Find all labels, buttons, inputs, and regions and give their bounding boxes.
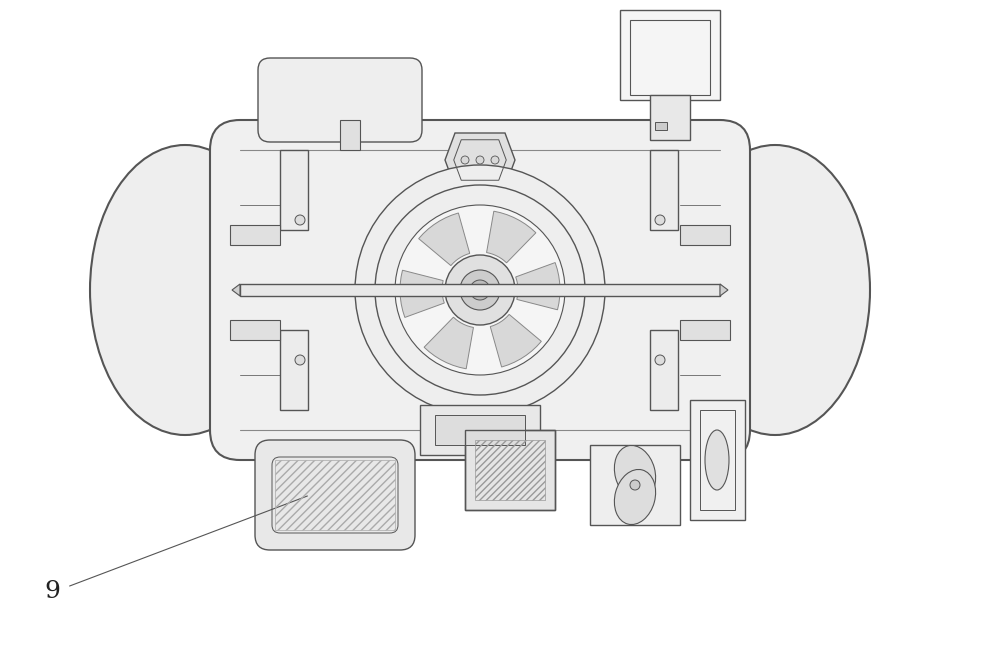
Text: 9: 9 [44, 581, 60, 603]
Bar [280, 330, 308, 410]
Bar [340, 120, 360, 150]
Bar [275, 460, 395, 530]
Circle shape [355, 165, 605, 415]
Bar [240, 284, 720, 296]
Polygon shape [720, 284, 728, 296]
Bar [620, 10, 720, 100]
Ellipse shape [614, 469, 656, 525]
Bar [700, 410, 735, 510]
Polygon shape [424, 317, 473, 369]
Bar [690, 400, 745, 520]
Circle shape [395, 205, 565, 375]
Circle shape [655, 355, 665, 365]
Bar [655, 122, 667, 130]
Bar [475, 440, 545, 500]
Bar [420, 405, 540, 455]
FancyBboxPatch shape [258, 58, 422, 142]
FancyBboxPatch shape [210, 120, 750, 460]
Bar [280, 150, 308, 230]
Bar [590, 445, 680, 525]
Ellipse shape [614, 446, 656, 500]
Bar [465, 430, 555, 510]
Bar [435, 415, 525, 445]
Circle shape [295, 215, 305, 225]
Circle shape [476, 156, 484, 164]
Polygon shape [400, 270, 444, 317]
Ellipse shape [90, 145, 280, 435]
Bar [650, 330, 678, 410]
Ellipse shape [680, 145, 870, 435]
Bar [680, 320, 730, 340]
Bar [230, 225, 280, 245]
Circle shape [655, 215, 665, 225]
Bar [630, 20, 710, 95]
Bar [650, 95, 690, 140]
Polygon shape [419, 213, 470, 265]
Circle shape [491, 156, 499, 164]
Bar [230, 320, 280, 340]
Circle shape [445, 255, 515, 325]
Circle shape [460, 270, 500, 310]
Polygon shape [445, 133, 515, 187]
Circle shape [461, 156, 469, 164]
Bar [680, 225, 730, 245]
Polygon shape [490, 314, 541, 367]
Polygon shape [487, 211, 536, 263]
Circle shape [470, 280, 490, 300]
Polygon shape [232, 284, 240, 296]
Polygon shape [516, 263, 560, 310]
Circle shape [630, 480, 640, 490]
Circle shape [295, 355, 305, 365]
Bar [465, 430, 555, 510]
FancyBboxPatch shape [255, 440, 415, 550]
Ellipse shape [705, 430, 729, 490]
Bar [650, 150, 678, 230]
